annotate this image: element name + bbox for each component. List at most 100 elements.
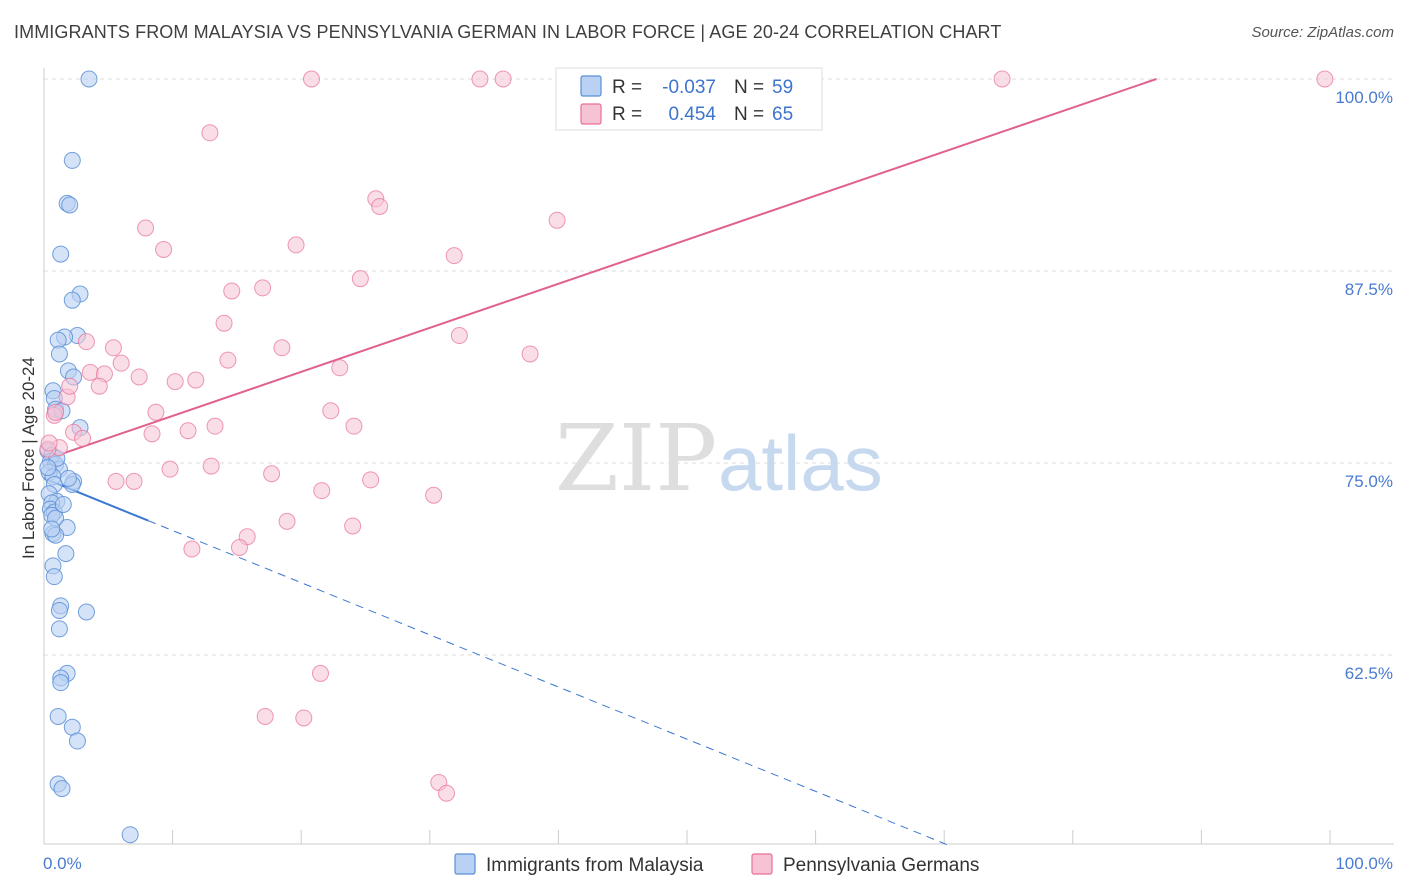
- y-tick-labels: 62.5% 75.0% 87.5% 100.0%: [1335, 88, 1393, 683]
- point-malaysia-49: [68, 732, 86, 750]
- point-pennsylvania-47: [107, 472, 125, 490]
- point-pennsylvania-4: [993, 70, 1011, 88]
- point-malaysia-39: [45, 568, 63, 586]
- point-pennsylvania-14: [351, 270, 369, 288]
- point-pennsylvania-11: [155, 240, 173, 258]
- watermark: ZIP atlas: [555, 405, 883, 512]
- point-pennsylvania-64: [61, 377, 79, 395]
- point-pennsylvania-50: [425, 486, 443, 504]
- legend-r-value-blue: -0.037: [662, 77, 716, 98]
- legend-swatch-blue: [580, 75, 602, 97]
- point-pennsylvania-44: [161, 460, 179, 478]
- point-pennsylvania-25: [331, 359, 349, 377]
- y-tick-label-2: 87.5%: [1345, 280, 1393, 299]
- bottom-legend-swatch-blue: [454, 853, 476, 875]
- legend-n-value-pink: 65: [772, 104, 793, 125]
- point-pennsylvania-18: [450, 327, 468, 345]
- point-pennsylvania-51: [278, 512, 296, 530]
- legend-swatch-pink: [580, 103, 602, 125]
- point-pennsylvania-38: [179, 422, 197, 440]
- point-pennsylvania-16: [254, 279, 272, 297]
- gridlines: [44, 78, 1394, 656]
- x-tick-label-max: 100.0%: [1335, 854, 1393, 873]
- point-pennsylvania-55: [183, 540, 201, 558]
- point-pennsylvania-46: [125, 472, 143, 490]
- point-pennsylvania-5: [1316, 70, 1334, 88]
- point-pennsylvania-43: [202, 457, 220, 475]
- bottom-legend-label-pennsylvania: Pennsylvania Germans: [783, 855, 979, 876]
- y-tick-label-1: 75.0%: [1345, 472, 1393, 491]
- series-malaysia-points: [39, 70, 139, 844]
- point-pennsylvania-31: [90, 377, 108, 395]
- point-pennsylvania-36: [206, 417, 224, 435]
- point-pennsylvania-15: [223, 282, 241, 300]
- point-malaysia-37: [57, 545, 75, 563]
- point-pennsylvania-28: [130, 368, 148, 386]
- y-tick-label-0: 62.5%: [1345, 664, 1393, 683]
- legend-r-label-blue: R =: [612, 77, 642, 98]
- point-pennsylvania-29: [166, 373, 184, 391]
- point-pennsylvania-17: [215, 314, 233, 332]
- point-pennsylvania-30: [187, 371, 205, 389]
- point-pennsylvania-33: [322, 402, 340, 420]
- point-pennsylvania-23: [521, 345, 539, 363]
- point-pennsylvania-9: [548, 211, 566, 229]
- source-credit: Source: ZipAtlas.com: [1251, 24, 1394, 41]
- point-pennsylvania-54: [230, 538, 248, 556]
- point-pennsylvania-24: [112, 354, 130, 372]
- point-pennsylvania-41: [74, 429, 92, 447]
- point-malaysia-51: [53, 780, 71, 798]
- point-pennsylvania-8: [371, 197, 389, 215]
- point-malaysia-43: [50, 620, 68, 638]
- y-tick-label-3: 100.0%: [1335, 88, 1393, 107]
- legend-r-label-pink: R =: [612, 104, 642, 125]
- point-pennsylvania-56: [311, 664, 329, 682]
- point-pennsylvania-49: [313, 482, 331, 500]
- point-pennsylvania-19: [77, 333, 95, 351]
- point-pennsylvania-10: [137, 219, 155, 237]
- point-malaysia-57: [43, 520, 61, 538]
- point-pennsylvania-6: [201, 124, 219, 142]
- trend-line-malaysia-dashed: [147, 520, 947, 846]
- point-malaysia-4: [52, 245, 70, 263]
- point-malaysia-41: [50, 601, 68, 619]
- point-malaysia-46: [52, 674, 70, 692]
- correlation-legend: R = -0.037 N = 59 R = 0.454 N = 65: [555, 67, 823, 131]
- point-pennsylvania-48: [362, 471, 380, 489]
- point-pennsylvania-12: [287, 236, 305, 254]
- point-pennsylvania-21: [273, 339, 291, 357]
- point-malaysia-55: [39, 459, 57, 477]
- point-pennsylvania-34: [147, 403, 165, 421]
- point-malaysia-6: [63, 291, 81, 309]
- point-pennsylvania-37: [345, 417, 363, 435]
- x-tick-label-min: 0.0%: [43, 854, 82, 873]
- legend-n-value-blue: 59: [772, 77, 793, 98]
- point-pennsylvania-0: [302, 70, 320, 88]
- point-pennsylvania-57: [256, 707, 274, 725]
- legend-n-label-pink: N =: [734, 104, 764, 125]
- point-pennsylvania-13: [445, 247, 463, 265]
- point-pennsylvania-58: [295, 709, 313, 727]
- legend-n-label-blue: N =: [734, 77, 764, 98]
- point-malaysia-10: [50, 345, 68, 363]
- point-malaysia-1: [63, 151, 81, 169]
- point-pennsylvania-60: [438, 784, 456, 802]
- point-malaysia-47: [49, 707, 67, 725]
- trend-line-pennsylvania: [43, 78, 1157, 461]
- point-pennsylvania-52: [344, 517, 362, 535]
- point-malaysia-58: [59, 469, 77, 487]
- point-pennsylvania-20: [104, 339, 122, 357]
- y-axis-label: In Labor Force | Age 20-24: [19, 357, 38, 559]
- point-malaysia-0: [80, 70, 98, 88]
- point-pennsylvania-22: [219, 351, 237, 369]
- legend-r-value-pink: 0.454: [668, 104, 716, 125]
- point-pennsylvania-2: [494, 70, 512, 88]
- point-malaysia-56: [54, 495, 72, 513]
- point-pennsylvania-1: [471, 70, 489, 88]
- point-malaysia-3: [61, 196, 79, 214]
- watermark-zip: ZIP: [555, 405, 717, 512]
- point-pennsylvania-63: [47, 403, 65, 421]
- point-pennsylvania-62: [40, 434, 58, 452]
- bottom-legend-swatch-pink: [751, 853, 773, 875]
